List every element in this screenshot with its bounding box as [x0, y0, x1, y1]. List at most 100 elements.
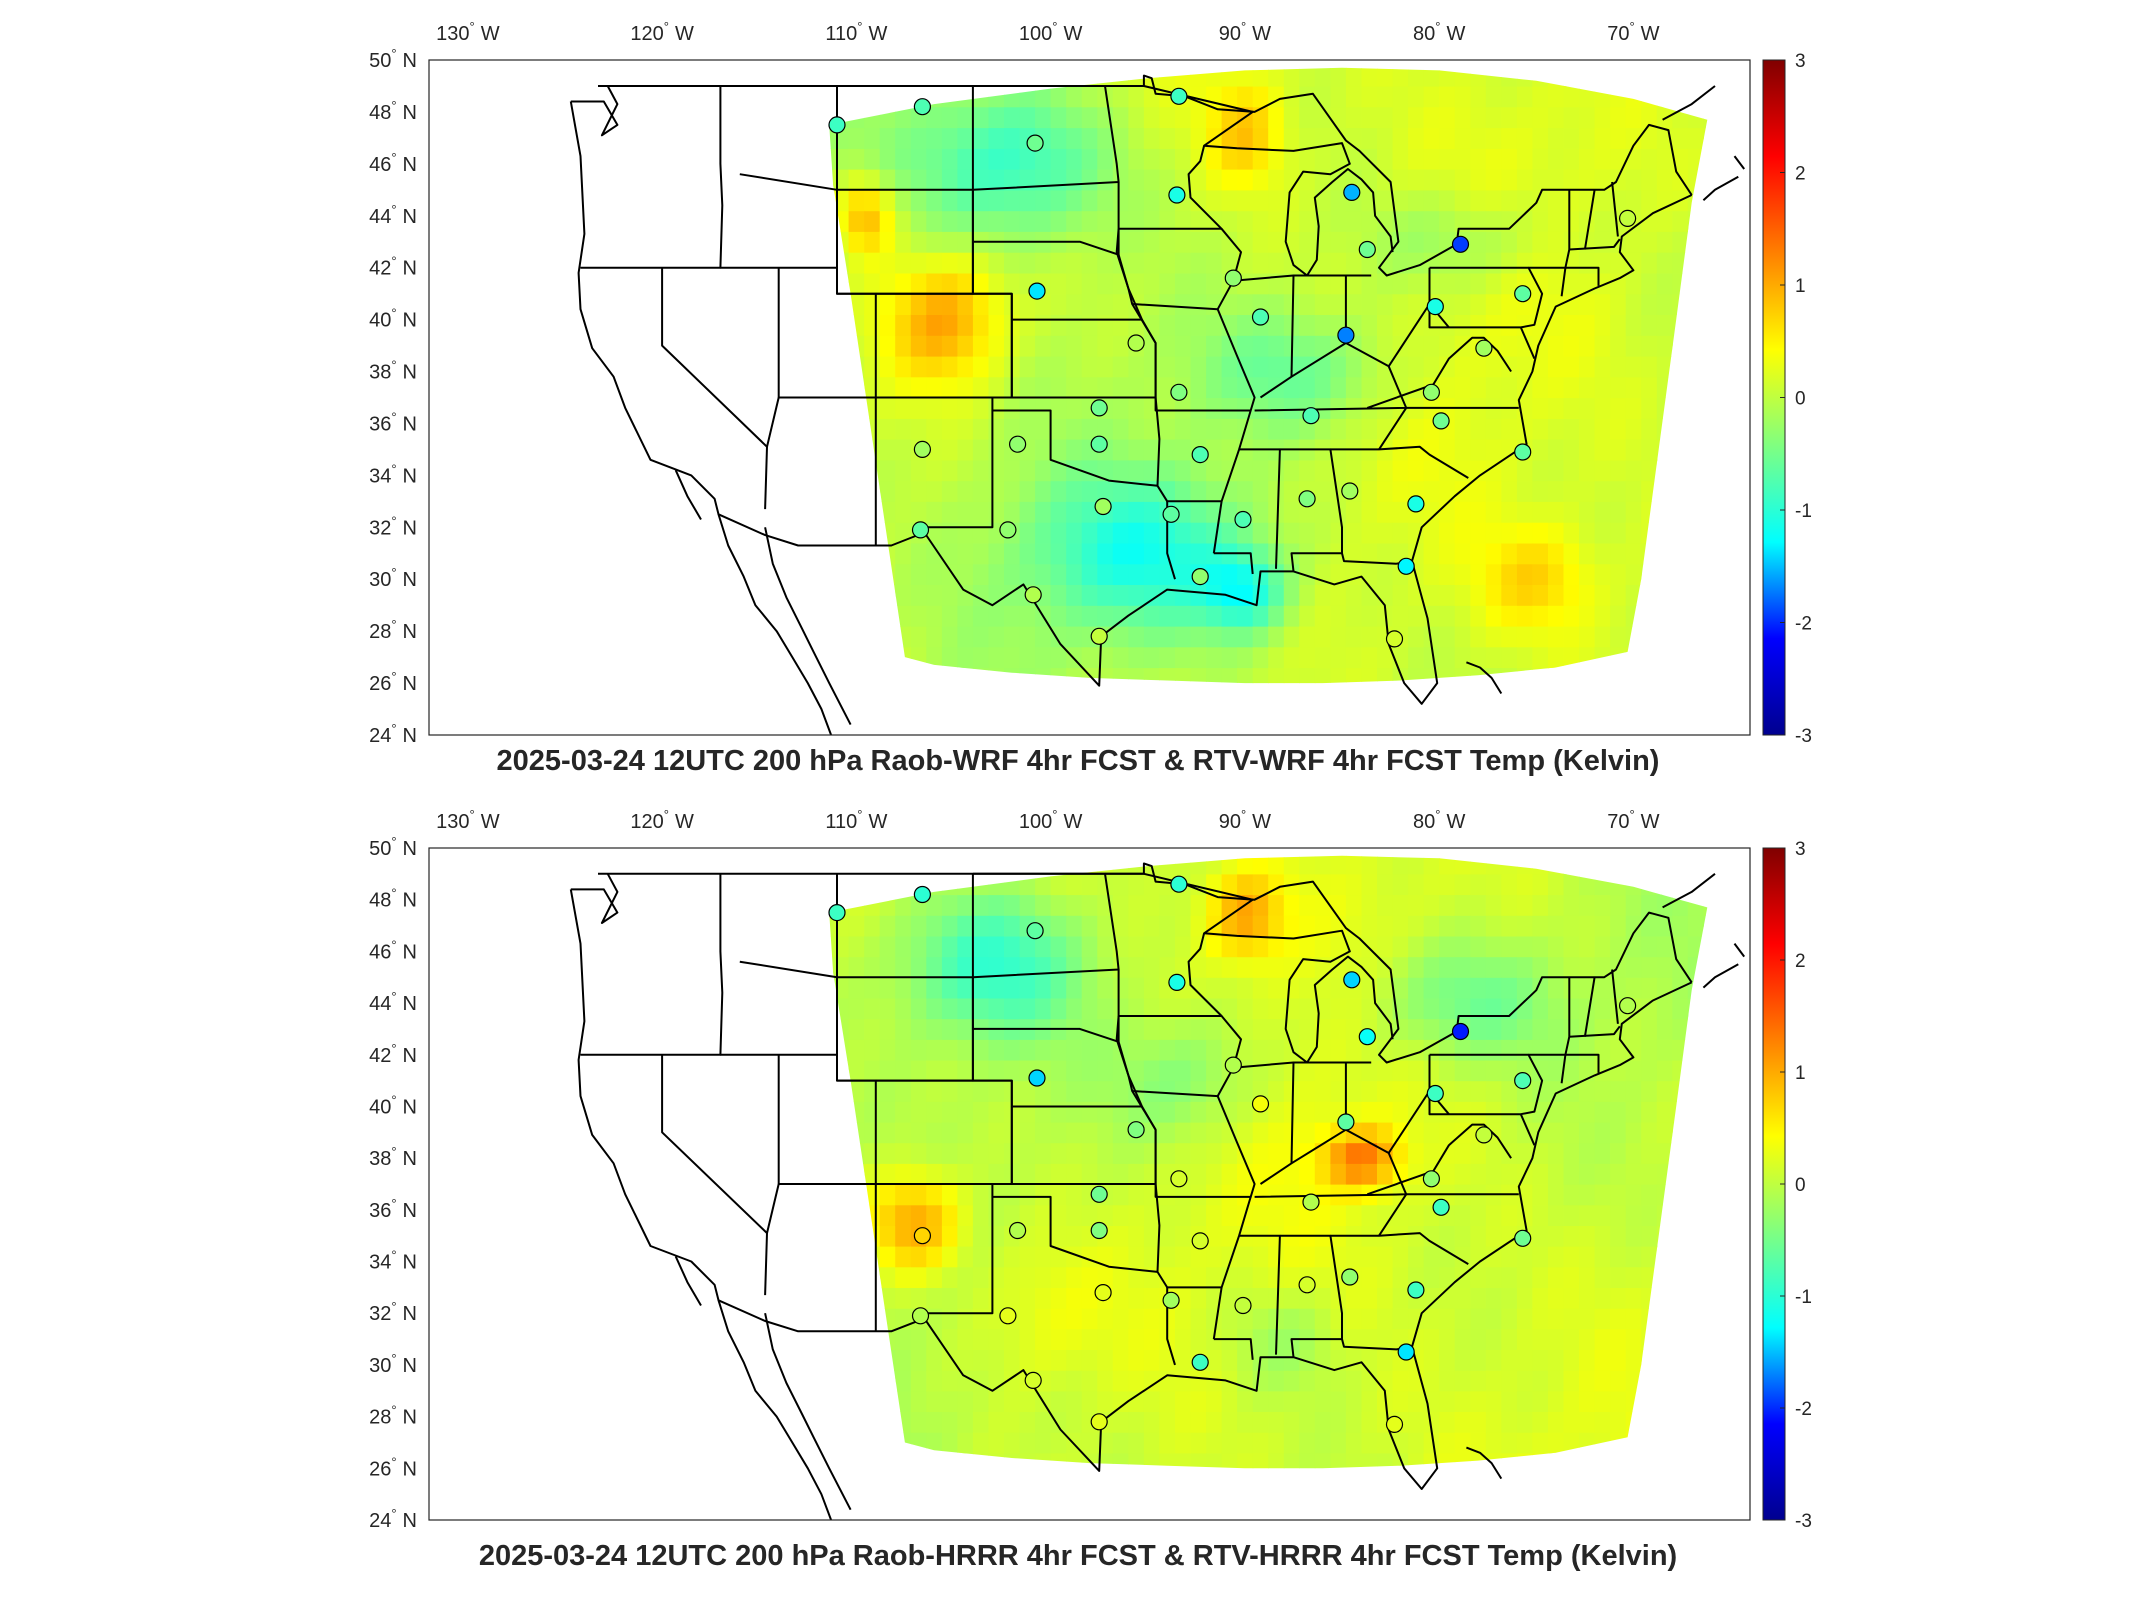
station-marker	[1162, 1291, 1180, 1309]
colorbar-bottom: 3 2 1 0 -1 -2 -3	[1762, 839, 1812, 1532]
colorbar-tick-label: -1	[1795, 1287, 1812, 1308]
station-marker	[1094, 497, 1112, 516]
lat-tick-label: 38° N	[369, 1144, 417, 1170]
station-marker	[1343, 971, 1361, 989]
map-outline-bottom	[569, 862, 1746, 1521]
lat-tick-label: 44° N	[369, 989, 417, 1015]
station-marker	[1090, 435, 1108, 453]
station-marker	[1341, 1268, 1359, 1286]
lat-tick-label: 50° N	[369, 834, 417, 860]
station-marker	[1224, 269, 1242, 287]
station-marker	[1426, 1084, 1444, 1103]
lat-tick-label: 36° N	[369, 1196, 417, 1222]
colorbar-tick-label: 3	[1795, 51, 1806, 72]
colorbar-tick-label: -3	[1795, 1511, 1812, 1532]
station-marker	[828, 116, 846, 134]
lon-tick-label: 80° W	[1413, 19, 1465, 45]
lon-tick-label: 80° W	[1413, 807, 1465, 833]
colorbar-tick-label: 3	[1795, 839, 1806, 860]
station-marker	[913, 885, 932, 904]
station-marker	[911, 521, 930, 539]
station-marker	[1337, 326, 1355, 344]
station-marker	[1090, 1185, 1108, 1203]
lat-tick-label: 32° N	[369, 1299, 417, 1325]
station-marker	[1168, 186, 1186, 204]
station-marker	[1191, 1353, 1209, 1371]
station-marker	[1385, 1415, 1404, 1434]
lat-tick-label: 42° N	[369, 254, 417, 280]
station-marker	[1090, 1221, 1108, 1240]
station-marker	[1170, 383, 1188, 401]
station-marker	[1514, 1071, 1532, 1090]
station-marker	[1008, 435, 1027, 453]
station-marker	[1298, 490, 1316, 508]
lat-tick-label: 40° N	[369, 306, 417, 332]
station-marker	[913, 98, 932, 116]
station-marker	[913, 440, 932, 458]
colorbar-tick-label: -2	[1795, 614, 1812, 635]
station-marker	[1028, 1069, 1046, 1087]
station-marker	[911, 1307, 930, 1325]
station-marker	[1028, 282, 1046, 300]
station-marker	[1337, 1113, 1355, 1131]
lat-tick-label: 28° N	[369, 1403, 417, 1429]
lon-tick-label: 100° W	[1019, 19, 1083, 45]
colorbar-tick-label: 2	[1795, 951, 1806, 972]
lon-tick-label: 110° W	[825, 807, 887, 833]
station-marker	[1358, 240, 1376, 259]
lat-tick-label: 30° N	[369, 1351, 417, 1377]
station-marker	[1127, 1121, 1145, 1139]
station-marker	[1168, 973, 1186, 992]
station-marker	[1234, 1296, 1252, 1315]
station-marker	[1026, 134, 1044, 152]
colorbar-tick-label: 0	[1795, 1175, 1806, 1196]
station-marker	[1618, 997, 1637, 1015]
lat-tick-label: 40° N	[369, 1093, 417, 1119]
station-marker	[1426, 298, 1444, 316]
station-marker	[1341, 482, 1359, 500]
temperature-field-top	[829, 67, 1708, 684]
station-marker	[1170, 87, 1188, 105]
station-marker	[1451, 235, 1470, 253]
lon-tick-label: 120° W	[630, 19, 694, 45]
station-marker	[1094, 1283, 1112, 1302]
station-marker	[1224, 1056, 1242, 1074]
lon-tick-label: 130° W	[436, 19, 500, 45]
station-marker	[1407, 495, 1425, 513]
station-marker	[1358, 1028, 1376, 1046]
lon-tick-label: 120° W	[630, 807, 694, 833]
colorbar-tick-label: -3	[1795, 726, 1812, 747]
lon-tick-label: 70° W	[1607, 807, 1659, 833]
lon-tick-label: 90° W	[1219, 807, 1271, 833]
station-marker	[1432, 1198, 1450, 1216]
lat-tick-label: 24° N	[369, 721, 417, 747]
lat-tick-label: 34° N	[369, 461, 417, 487]
axes-frame	[428, 847, 1751, 1521]
station-marker	[1397, 1343, 1415, 1361]
station-marker	[1618, 209, 1637, 227]
lat-tick-label: 46° N	[369, 937, 417, 963]
lat-tick-label: 36° N	[369, 410, 417, 436]
station-marker	[999, 521, 1017, 539]
station-marker	[1475, 1126, 1493, 1144]
station-marker	[1475, 339, 1493, 357]
station-marker	[999, 1307, 1017, 1325]
lat-tick-label: 50° N	[369, 46, 417, 72]
station-marker	[1090, 627, 1108, 645]
station-marker	[1422, 1170, 1441, 1188]
lat-tick-label: 28° N	[369, 617, 417, 643]
colorbar-tick-label: -1	[1795, 501, 1812, 522]
lat-tick-label: 44° N	[369, 202, 417, 228]
station-marker	[1343, 183, 1361, 201]
station-marker	[1234, 510, 1252, 529]
station-marker	[1514, 1229, 1532, 1247]
station-marker	[1302, 1193, 1320, 1211]
lon-tick-label: 90° W	[1219, 19, 1271, 45]
station-marker	[1170, 875, 1188, 893]
station-marker	[1191, 1232, 1209, 1250]
station-marker	[1090, 1413, 1108, 1431]
station-marker	[1191, 567, 1209, 586]
station-marker	[1432, 412, 1450, 430]
station-marker	[1008, 1221, 1027, 1240]
axes-frame	[428, 59, 1751, 736]
